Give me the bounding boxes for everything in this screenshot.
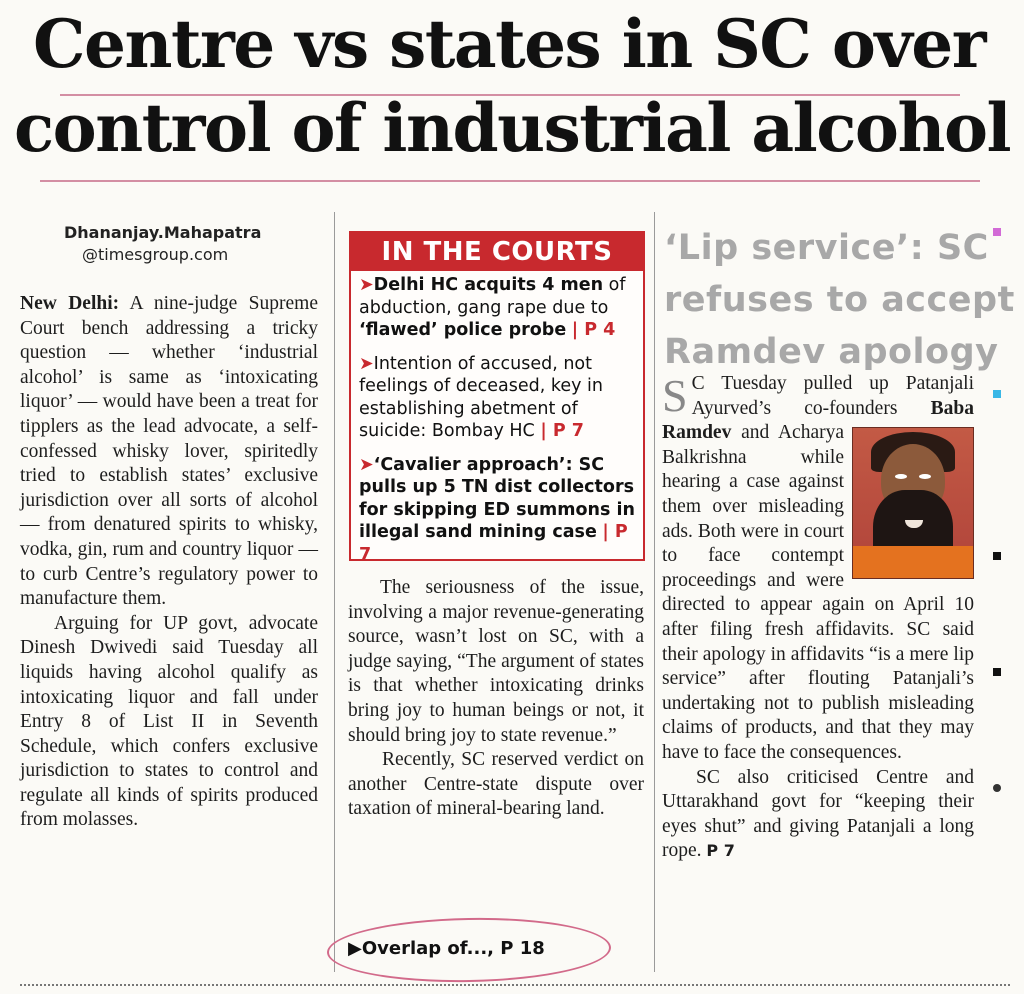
headline-line-1: Centre vs states in SC over — [32, 5, 987, 83]
side-headline-line-1: ‘Lip service’: SC — [664, 228, 989, 268]
main-story-paragraph-3: The seriousness of the issue, involving … — [348, 577, 644, 746]
byline-name: Dhananjay.Mahapatra — [64, 223, 262, 242]
byline-email: @timesgroup.com — [82, 245, 229, 264]
side-p1-a: C Tuesday pulled up Patanjali Ayurved’s … — [691, 373, 974, 419]
side-p1-b: and Acharya Balkrishna while hearing a c… — [662, 422, 974, 763]
margin-mark-black-3 — [993, 784, 1001, 792]
dateline: New Delhi: — [20, 293, 120, 314]
main-story-column-2: The seriousness of the issue, involving … — [348, 576, 644, 822]
main-story-p1-text: A nine-judge Supreme Court bench address… — [20, 293, 318, 610]
headline-rule-1 — [60, 94, 960, 96]
margin-mark-black-1 — [993, 552, 1001, 560]
red-arrow-icon: ➤ — [359, 454, 374, 475]
side-p1-bold: Baba Ramdev — [662, 397, 974, 444]
courts-item-1-page: | P 4 — [571, 320, 616, 340]
courts-item-2[interactable]: ➤Intention of accused, not feelings of d… — [351, 350, 643, 445]
in-the-courts-title: IN THE COURTS — [351, 233, 643, 271]
column-divider-2 — [654, 212, 655, 972]
courts-item-1-text: of abduction, gang rape due to — [359, 275, 626, 318]
side-story-paragraph-1: S C Tuesday pulled up Patanjali Ayurved’… — [662, 372, 974, 766]
headline: Centre vs states in SC over control of i… — [14, 2, 1012, 170]
side-story-headline: ‘Lip service’: SC refuses to accept Ramd… — [664, 222, 1015, 378]
headline-line-2: control of industrial alcohol — [14, 89, 1012, 167]
courts-item-2-text: Intention of accused, not feelings of de… — [359, 353, 603, 442]
red-arrow-icon: ➤ — [359, 275, 374, 295]
side-p2-page: P 7 — [706, 841, 735, 861]
margin-mark-black-2 — [993, 668, 1001, 676]
side-headline-line-3: Ramdev apology — [664, 332, 999, 372]
courts-item-1-bold: ‘flawed’ police probe — [359, 320, 567, 340]
courts-item-1[interactable]: ➤Delhi HC acquits 4 men of abduction, ga… — [351, 271, 643, 344]
in-the-courts-box: IN THE COURTS ➤Delhi HC acquits 4 men of… — [349, 231, 645, 565]
main-story-paragraph-1: New Delhi: A nine-judge Supreme Court be… — [20, 292, 318, 612]
ramdev-photo — [852, 427, 974, 580]
column-divider-1 — [334, 212, 335, 972]
side-p2-text: SC also criticised Centre and Uttarakhan… — [662, 766, 974, 862]
margin-mark-pink — [993, 228, 1001, 236]
courts-item-3[interactable]: ➤‘Cavalier approach’: SC pulls up 5 TN d… — [351, 451, 643, 569]
margin-mark-blue — [993, 390, 1001, 398]
byline: Dhananjay.Mahapatra @timesgroup.com — [64, 222, 261, 266]
side-story-column: S C Tuesday pulled up Patanjali Ayurved’… — [662, 372, 974, 864]
courts-item-1-lead: Delhi HC acquits 4 men — [373, 275, 604, 295]
red-arrow-icon: ➤ — [359, 353, 374, 374]
courts-item-2-page: | P 7 — [540, 421, 584, 441]
main-story-column-1: New Delhi: A nine-judge Supreme Court be… — [20, 292, 318, 833]
main-story-paragraph-2: Arguing for UP govt, advocate Dinesh Dwi… — [20, 612, 318, 831]
bottom-dotted-rule — [20, 984, 1010, 986]
courts-item-3-page: | P 7 — [359, 522, 628, 565]
side-headline-line-2: refuses to accept — [664, 280, 1015, 320]
side-story-paragraph-2: SC also criticised Centre and Uttarakhan… — [662, 766, 974, 864]
drop-cap: S — [662, 370, 688, 421]
continued-jump-link[interactable]: ▶Overlap of..., P 18 — [348, 938, 545, 959]
courts-item-3-lead: ‘Cavalier approach’: SC pulls up 5 TN di… — [359, 454, 635, 543]
main-story-paragraph-4: Recently, SC reserved verdict on another… — [348, 749, 644, 820]
headline-rule-2 — [40, 180, 980, 182]
